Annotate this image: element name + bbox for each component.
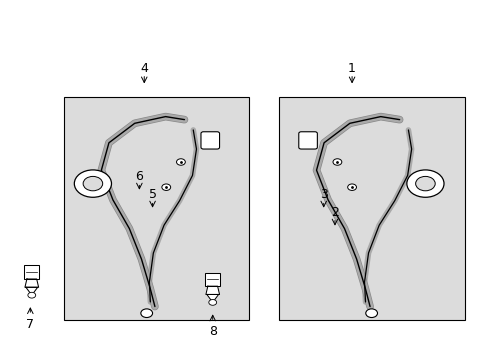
Circle shape [347,184,356,190]
Text: 4: 4 [140,62,148,75]
Circle shape [83,176,102,191]
Circle shape [365,309,377,318]
Circle shape [406,170,443,197]
Circle shape [141,309,152,318]
Bar [278,97,464,320]
Polygon shape [206,294,218,302]
Bar [24,265,39,279]
Bar [205,273,220,286]
Text: 7: 7 [26,318,34,330]
FancyBboxPatch shape [201,132,219,149]
Polygon shape [26,287,38,295]
Circle shape [208,300,216,305]
Text: 1: 1 [347,62,355,75]
Bar [63,97,249,320]
Text: 5: 5 [148,188,156,201]
Text: 6: 6 [135,170,143,183]
Polygon shape [205,286,219,294]
Text: 2: 2 [330,206,338,219]
Text: 8: 8 [208,325,216,338]
Circle shape [332,159,341,165]
Text: 3: 3 [319,188,327,201]
FancyBboxPatch shape [298,132,317,149]
Circle shape [74,170,111,197]
Circle shape [176,159,185,165]
Polygon shape [25,279,39,287]
Circle shape [162,184,170,190]
Circle shape [415,176,434,191]
Circle shape [28,292,36,298]
